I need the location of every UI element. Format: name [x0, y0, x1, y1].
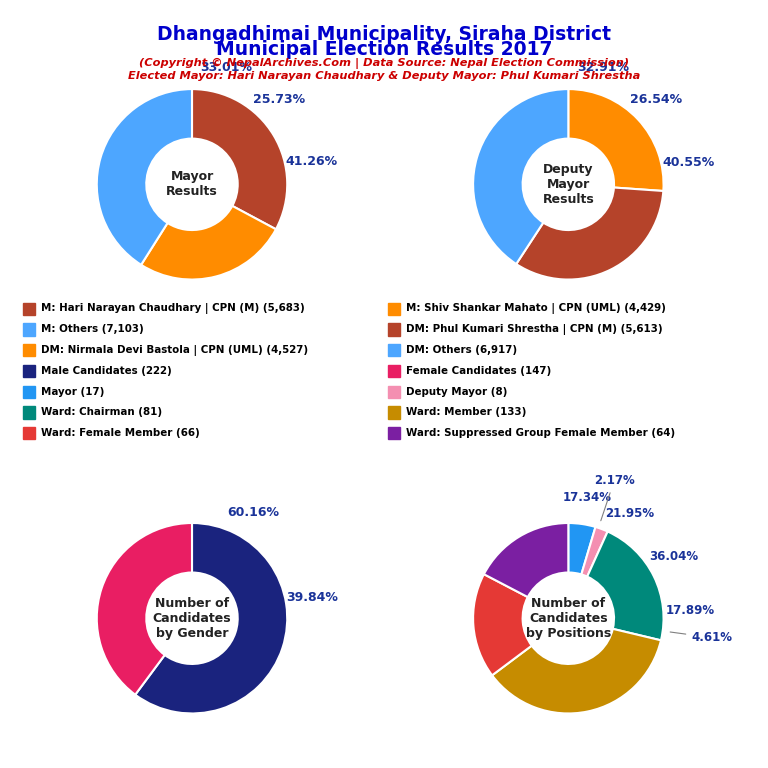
Wedge shape	[568, 89, 664, 191]
Wedge shape	[588, 531, 664, 641]
Text: Ward: Suppressed Group Female Member (64): Ward: Suppressed Group Female Member (64…	[406, 428, 674, 439]
Text: Male Candidates (222): Male Candidates (222)	[41, 366, 171, 376]
Text: 17.34%: 17.34%	[562, 492, 611, 505]
Text: M: Shiv Shankar Mahato | CPN (UML) (4,429): M: Shiv Shankar Mahato | CPN (UML) (4,42…	[406, 303, 665, 314]
Text: Deputy Mayor (8): Deputy Mayor (8)	[406, 386, 507, 397]
Wedge shape	[568, 523, 595, 574]
Text: 33.01%: 33.01%	[200, 61, 253, 74]
Wedge shape	[484, 523, 568, 597]
Wedge shape	[581, 527, 607, 577]
Text: (Copyright © NepalArchives.Com | Data Source: Nepal Election Commission): (Copyright © NepalArchives.Com | Data So…	[139, 58, 629, 69]
Text: 4.61%: 4.61%	[670, 631, 732, 644]
Text: 36.04%: 36.04%	[649, 550, 698, 563]
Text: 39.84%: 39.84%	[286, 591, 338, 604]
Text: M: Others (7,103): M: Others (7,103)	[41, 324, 144, 335]
Text: DM: Phul Kumari Shrestha | CPN (M) (5,613): DM: Phul Kumari Shrestha | CPN (M) (5,61…	[406, 324, 662, 335]
Wedge shape	[97, 523, 192, 695]
Text: 26.54%: 26.54%	[631, 94, 682, 107]
Text: Number of
Candidates
by Positions: Number of Candidates by Positions	[525, 597, 611, 640]
Text: Elected Mayor: Hari Narayan Chaudhary & Deputy Mayor: Phul Kumari Shrestha: Elected Mayor: Hari Narayan Chaudhary & …	[128, 71, 640, 81]
Text: Municipal Election Results 2017: Municipal Election Results 2017	[216, 40, 552, 59]
Text: Deputy
Mayor
Results: Deputy Mayor Results	[542, 163, 594, 206]
Text: 25.73%: 25.73%	[253, 93, 306, 106]
Text: Ward: Female Member (66): Ward: Female Member (66)	[41, 428, 200, 439]
Text: Dhangadhimai Municipality, Siraha District: Dhangadhimai Municipality, Siraha Distri…	[157, 25, 611, 44]
Text: M: Hari Narayan Chaudhary | CPN (M) (5,683): M: Hari Narayan Chaudhary | CPN (M) (5,6…	[41, 303, 304, 314]
Wedge shape	[141, 206, 276, 280]
Wedge shape	[473, 574, 531, 675]
Text: 32.91%: 32.91%	[577, 61, 629, 74]
Text: 21.95%: 21.95%	[606, 507, 655, 520]
Text: 17.89%: 17.89%	[665, 604, 714, 617]
Wedge shape	[135, 523, 287, 713]
Wedge shape	[492, 629, 661, 713]
Text: DM: Nirmala Devi Bastola | CPN (UML) (4,527): DM: Nirmala Devi Bastola | CPN (UML) (4,…	[41, 345, 308, 356]
Text: Number of
Candidates
by Gender: Number of Candidates by Gender	[153, 597, 231, 640]
Wedge shape	[516, 187, 664, 280]
Text: DM: Others (6,917): DM: Others (6,917)	[406, 345, 517, 356]
Wedge shape	[192, 89, 287, 230]
Text: Mayor
Results: Mayor Results	[166, 170, 218, 198]
Wedge shape	[97, 89, 192, 265]
Text: 60.16%: 60.16%	[227, 506, 279, 519]
Text: Mayor (17): Mayor (17)	[41, 386, 104, 397]
Text: 40.55%: 40.55%	[662, 156, 714, 169]
Text: 2.17%: 2.17%	[594, 475, 634, 521]
Wedge shape	[473, 89, 568, 264]
Text: Ward: Member (133): Ward: Member (133)	[406, 407, 526, 418]
Text: 41.26%: 41.26%	[286, 155, 338, 168]
Text: Ward: Chairman (81): Ward: Chairman (81)	[41, 407, 162, 418]
Text: Female Candidates (147): Female Candidates (147)	[406, 366, 551, 376]
